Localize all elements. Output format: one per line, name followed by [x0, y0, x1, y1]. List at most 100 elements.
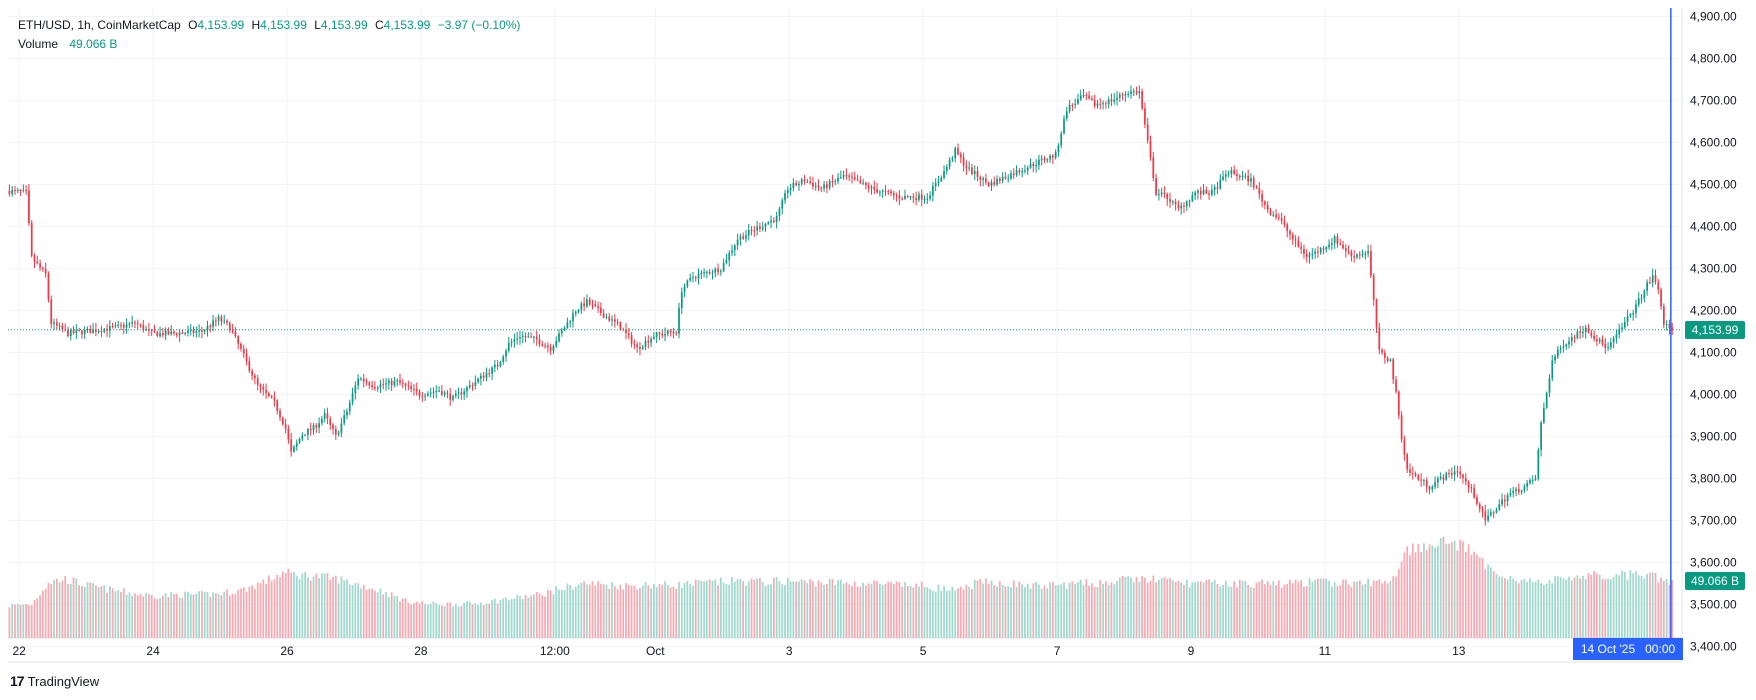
candle-body [920, 194, 923, 200]
volume-bar [1350, 586, 1353, 638]
volume-label[interactable]: Volume [18, 37, 59, 51]
volume-bar [655, 587, 658, 638]
volume-bar [1551, 583, 1554, 638]
volume-bar [577, 584, 580, 638]
candle-body [1367, 251, 1369, 254]
volume-bar [1269, 585, 1272, 638]
candle-body [318, 423, 320, 428]
volume-bar [1381, 583, 1383, 638]
candle-body [661, 333, 664, 336]
candle-body [1166, 193, 1169, 200]
volume-bar [895, 581, 898, 638]
candle-body [1202, 189, 1205, 195]
volume-bar [998, 580, 1001, 638]
candle-body [371, 385, 373, 388]
volume-bar [1199, 581, 1202, 638]
volume-bar [1375, 580, 1378, 638]
candle-body [44, 268, 47, 274]
volume-bar [664, 581, 666, 638]
candle-body [675, 332, 678, 334]
volume-bar [1556, 576, 1559, 638]
change-value: −3.97 (−0.10%) [437, 18, 521, 32]
volume-bar [1495, 574, 1498, 638]
candle-body [1322, 248, 1325, 250]
volume-bar [678, 581, 680, 638]
candle-body [290, 439, 293, 452]
volume-bar [164, 593, 167, 638]
volume-bar [1289, 579, 1291, 638]
candle-body [1241, 175, 1244, 178]
candle-body [1590, 332, 1593, 336]
volume-bar [1171, 580, 1174, 638]
candle-body [641, 346, 644, 349]
volume-value: 49.066 B [69, 37, 118, 51]
candle-body [161, 332, 164, 336]
volume-bar [491, 599, 493, 638]
candle-body [159, 332, 161, 336]
volume-bar [728, 584, 731, 638]
volume-bar [1629, 570, 1632, 638]
volume-bar [14, 604, 16, 638]
candle-body [1576, 331, 1579, 339]
volume-bar [50, 584, 53, 638]
volume-bar [1264, 584, 1266, 638]
volume-bar [1598, 574, 1601, 638]
x-axis-ticks[interactable]: 22 24 26 28 12:00 Oct 3 5 7 9 11 13 [12, 644, 1465, 658]
candle-body [295, 442, 298, 447]
candle-body [1208, 193, 1210, 195]
volume-bar [234, 593, 237, 638]
candle-body [1632, 313, 1635, 315]
volume-bar [106, 592, 108, 638]
volume-bar [415, 601, 418, 638]
volume-bar [1559, 576, 1562, 638]
volume-bar [452, 606, 454, 638]
candle-body [321, 418, 323, 424]
volume-bar [1099, 579, 1102, 638]
candle-body [301, 435, 304, 440]
candle-body [326, 413, 329, 419]
volume-bar [1118, 577, 1121, 638]
candle-body [382, 384, 385, 386]
volume-bar [1632, 573, 1635, 638]
volume-bar [287, 568, 290, 638]
volume-bar [1177, 580, 1180, 638]
volume-bar [1266, 581, 1269, 638]
volume-bar [1621, 570, 1623, 638]
y-axis-ticks[interactable]: 4,900.00 4,800.00 4,700.00 4,600.00 4,500.00… [1690, 9, 1737, 653]
volume-bar [1121, 575, 1124, 638]
candle-body [870, 186, 873, 189]
candle-body [374, 387, 376, 389]
candle-body [706, 272, 708, 274]
volume-bar [1074, 583, 1077, 638]
candle-body [745, 235, 747, 239]
volume-bar [1437, 545, 1439, 638]
candle-body [117, 324, 120, 326]
volume-bar [1093, 586, 1096, 638]
candle-body [809, 181, 811, 184]
candle-body [873, 186, 876, 190]
candle-body [25, 190, 27, 192]
volume-bar [851, 585, 853, 638]
tradingview-brand[interactable]: 17 TradingView [10, 673, 99, 689]
volume-bar [1657, 582, 1660, 638]
candle-body [248, 361, 251, 371]
volume-bar [454, 603, 457, 638]
symbol-label[interactable]: ETH/USD, 1h, CoinMarketCap [18, 18, 181, 32]
volume-bar [879, 583, 881, 638]
candle-body [806, 181, 809, 183]
candle-body [778, 208, 781, 217]
volume-bar [1395, 576, 1397, 638]
volume-bar [1601, 578, 1604, 638]
volume-bar [315, 573, 318, 638]
volume-bar [279, 577, 281, 638]
volume-bar [159, 598, 161, 638]
candle-body [33, 255, 36, 262]
candle-body [1587, 327, 1590, 333]
candle-body [948, 159, 951, 167]
candle-body [418, 391, 421, 397]
candle-body [759, 226, 761, 229]
volume-bar [1088, 585, 1090, 638]
candle-body [387, 380, 390, 384]
